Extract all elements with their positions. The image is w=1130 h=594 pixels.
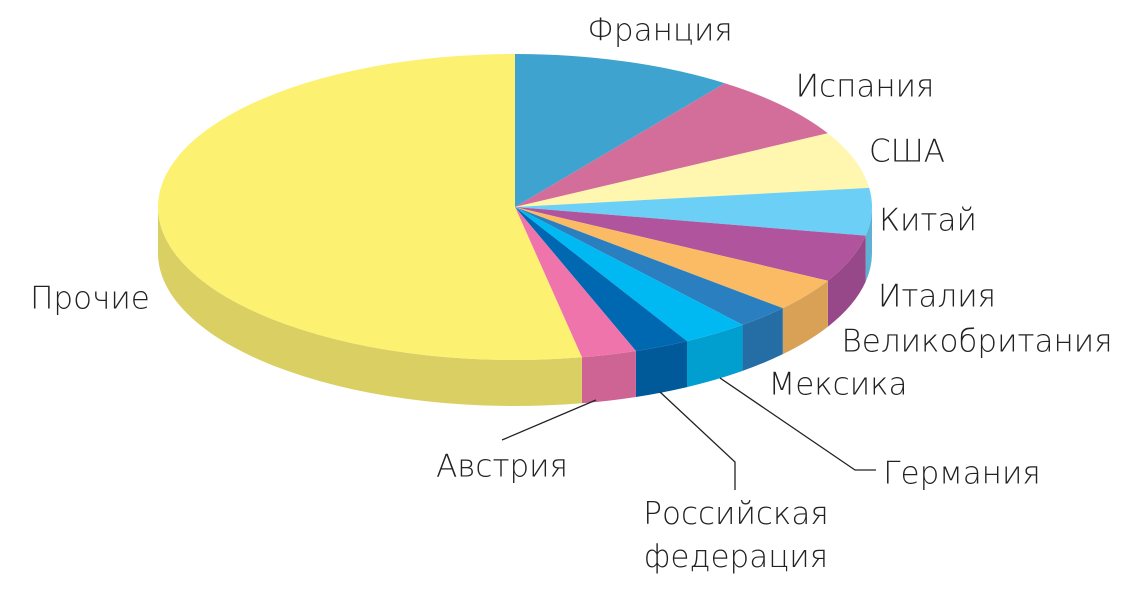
slice-label: Российская федерация bbox=[643, 496, 828, 575]
slice-label: США bbox=[869, 134, 945, 170]
slices bbox=[158, 54, 872, 360]
slice bbox=[515, 207, 743, 342]
slice-label: Великобритания bbox=[841, 324, 1112, 360]
slice bbox=[158, 54, 582, 360]
slice bbox=[515, 207, 783, 325]
slice-label: Испания bbox=[796, 69, 935, 105]
slice bbox=[515, 83, 828, 207]
slice-label: Китай bbox=[879, 203, 977, 239]
slice bbox=[515, 207, 636, 358]
slice-label: Франция bbox=[587, 13, 732, 49]
slice bbox=[515, 207, 866, 281]
slice-label: Прочие bbox=[30, 281, 150, 317]
labels: Франция Испания США Китай Италия Великобритан… bbox=[30, 13, 1112, 575]
slice bbox=[515, 54, 725, 207]
side-wall bbox=[686, 324, 743, 388]
side-wall bbox=[865, 207, 872, 282]
label-line: федерация bbox=[644, 539, 828, 575]
side-walls bbox=[158, 207, 872, 406]
side-wall bbox=[635, 341, 687, 397]
leader-line bbox=[501, 399, 597, 441]
slice-label: Мексика bbox=[768, 367, 907, 403]
side-wall bbox=[742, 308, 783, 371]
side-wall bbox=[782, 280, 828, 355]
side-wall bbox=[158, 207, 582, 406]
slice bbox=[515, 133, 870, 207]
leader-line bbox=[659, 391, 736, 490]
leader-line bbox=[719, 377, 876, 471]
slice-label: Италия bbox=[878, 279, 996, 315]
slice-label: Австрия bbox=[436, 449, 568, 485]
slice-label: Германия bbox=[883, 456, 1040, 492]
label-line: Российская bbox=[643, 496, 828, 532]
slice bbox=[515, 187, 872, 236]
side-wall bbox=[827, 235, 866, 327]
side-wall bbox=[581, 350, 636, 404]
slice bbox=[515, 207, 687, 351]
slice bbox=[515, 207, 828, 309]
